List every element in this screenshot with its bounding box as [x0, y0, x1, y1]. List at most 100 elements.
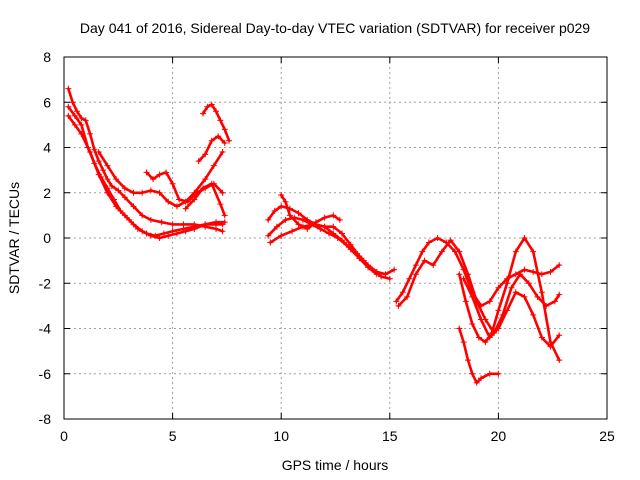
data-point: [336, 216, 343, 223]
data-point: [399, 289, 406, 296]
data-point: [221, 212, 228, 219]
data-point: [378, 273, 385, 280]
data-point: [69, 99, 76, 106]
data-point: [556, 291, 563, 298]
data-point: [147, 187, 154, 194]
data-point: [538, 271, 545, 278]
data-point: [425, 239, 432, 246]
data-point: [91, 146, 98, 153]
y-tick-label: -8: [39, 411, 52, 427]
data-point: [156, 235, 163, 241]
data-point: [226, 137, 233, 144]
data-point: [356, 255, 363, 262]
data-point: [95, 158, 102, 165]
y-tick-label: 6: [43, 94, 51, 110]
data-point: [504, 280, 511, 287]
data-point: [530, 248, 537, 255]
data-point: [82, 117, 89, 124]
data-series: [65, 85, 563, 386]
data-point: [373, 271, 380, 278]
data-point: [221, 126, 228, 133]
data-point: [504, 307, 511, 314]
series-trace: [462, 277, 561, 348]
data-point: [191, 225, 198, 232]
data-point: [438, 248, 445, 255]
data-point: [521, 235, 528, 241]
data-point: [473, 379, 480, 386]
data-point: [460, 275, 467, 282]
data-point: [347, 246, 354, 253]
data-point: [534, 293, 541, 300]
data-point: [321, 223, 328, 230]
series-trace: [458, 236, 561, 362]
data-point: [547, 268, 554, 275]
data-point: [556, 357, 563, 364]
data-point: [204, 103, 211, 110]
data-point: [100, 167, 107, 174]
data-point: [150, 176, 157, 183]
data-point: [339, 230, 346, 237]
data-point: [525, 280, 532, 287]
data-point: [486, 334, 493, 341]
data-point: [121, 212, 128, 219]
data-point: [87, 149, 94, 156]
series-trace: [145, 171, 224, 204]
series-pass-a: [65, 85, 226, 235]
data-point: [406, 275, 413, 282]
data-point: [282, 216, 289, 223]
data-point: [412, 271, 419, 278]
data-point: [184, 198, 191, 205]
data-point: [456, 248, 463, 255]
data-point: [182, 205, 189, 212]
data-point: [78, 121, 85, 128]
chart-title: Day 041 of 2016, Sidereal Day-to-day VTE…: [80, 20, 590, 36]
data-point: [221, 219, 228, 226]
data-point: [202, 176, 209, 183]
data-point: [538, 289, 545, 296]
data-point: [158, 219, 165, 226]
data-point: [556, 332, 563, 339]
data-point: [173, 203, 180, 210]
data-point: [208, 137, 215, 144]
data-point: [139, 212, 146, 219]
data-point: [219, 189, 226, 196]
data-point: [156, 171, 163, 178]
data-point: [195, 158, 202, 165]
data-point: [265, 232, 272, 239]
data-point: [278, 192, 285, 199]
data-point: [219, 149, 226, 156]
data-point: [108, 182, 115, 189]
data-point: [213, 219, 220, 226]
data-point: [282, 198, 289, 205]
data-point: [87, 130, 94, 137]
data-point: [391, 266, 398, 273]
data-point: [299, 216, 306, 223]
data-point: [139, 228, 146, 235]
data-point: [469, 320, 476, 327]
data-point: [447, 237, 454, 244]
series-trace: [397, 239, 561, 335]
series-pass-k: [267, 221, 380, 278]
data-point: [130, 189, 137, 196]
data-point: [104, 189, 111, 196]
data-point: [78, 130, 85, 137]
series-pass-q: [456, 325, 502, 386]
x-axis-label: GPS time / hours: [282, 457, 389, 473]
series-trace: [184, 182, 226, 217]
data-point: [265, 216, 272, 223]
series-trace: [458, 327, 500, 385]
data-point: [521, 293, 528, 300]
data-point: [191, 196, 198, 203]
data-point: [478, 375, 485, 382]
data-point: [221, 139, 228, 146]
data-point: [74, 108, 81, 115]
data-point: [113, 203, 120, 210]
data-point: [130, 203, 137, 210]
data-point: [556, 262, 563, 269]
data-point: [289, 228, 296, 235]
data-point: [278, 203, 285, 210]
y-tick-label: 0: [43, 230, 51, 246]
data-point: [139, 189, 146, 196]
data-point: [202, 151, 209, 158]
data-point: [213, 108, 220, 115]
